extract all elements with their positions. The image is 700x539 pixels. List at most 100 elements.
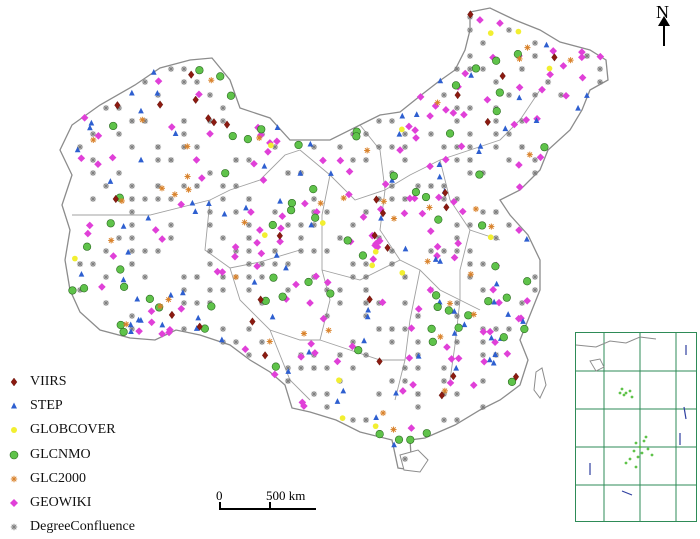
sample-point-diamond-pink <box>460 110 468 119</box>
sample-point-asterisk-gray <box>89 156 97 164</box>
sample-point-diamond-pink <box>546 70 554 79</box>
sample-point-diamond-pink <box>259 176 268 184</box>
sample-point-diamond-pink <box>231 252 239 261</box>
sample-point-asterisk-gray <box>102 273 110 281</box>
sample-point-circle <box>195 66 204 75</box>
sample-point-asterisk-gray <box>193 143 201 151</box>
sample-point-triangle <box>297 170 304 176</box>
sample-point-asterisk-gray <box>284 260 292 268</box>
sample-point-asterisk-gray <box>557 91 565 99</box>
sample-point-circle-small <box>487 30 494 36</box>
sample-point-diamond-pink <box>298 398 307 407</box>
sample-point-diamond-pink <box>307 339 315 348</box>
sample-point-circle-small <box>399 126 405 133</box>
sample-point-diamond-pink <box>450 253 459 262</box>
sample-point-triangle <box>283 264 289 271</box>
sample-point-triangle <box>138 156 144 163</box>
sample-point-diamond-pink <box>345 167 354 176</box>
sample-point-triangle <box>273 252 280 258</box>
scale-tick-mid <box>269 502 271 510</box>
sample-point-triangle <box>193 325 200 331</box>
sample-point-asterisk-gray <box>414 364 422 372</box>
sample-point-asterisk-gray <box>245 325 253 333</box>
sample-point-asterisk-gray <box>258 260 266 268</box>
sample-point-asterisk-gray <box>310 195 318 203</box>
sample-point-asterisk-gray <box>453 117 461 125</box>
south-china-sea-inset <box>575 332 697 522</box>
sample-point-asterisk-gray <box>427 182 435 190</box>
sample-point-asterisk <box>364 147 371 154</box>
sample-point-diamond-pink <box>257 249 266 258</box>
sample-point-diamond-pink <box>381 180 390 188</box>
sample-point-diamond-pink <box>277 224 285 233</box>
sample-point-asterisk-gray <box>76 260 84 268</box>
sample-point-asterisk-gray <box>479 338 487 346</box>
sample-point-triangle <box>436 173 443 180</box>
sample-point-triangle <box>138 107 144 114</box>
sample-point-asterisk-gray <box>89 260 97 268</box>
sample-point-asterisk <box>390 215 398 222</box>
china-boundary <box>59 7 609 471</box>
sample-point-asterisk-gray <box>531 39 539 47</box>
sample-point-asterisk <box>470 311 477 318</box>
sample-point-asterisk-gray <box>167 195 175 203</box>
sample-point-asterisk <box>90 136 97 144</box>
taiwan-island <box>533 367 547 399</box>
sample-point-diamond-pink <box>426 227 435 235</box>
sample-point-triangle <box>361 337 367 344</box>
sample-point-asterisk-gray <box>479 39 487 47</box>
sample-point-asterisk-gray <box>466 247 474 255</box>
sample-point-asterisk-gray <box>258 338 266 346</box>
sample-point-diamond-pink <box>256 226 264 234</box>
sample-point-circle <box>394 435 404 444</box>
sample-point-diamond <box>114 101 121 110</box>
sample-point-asterisk-gray <box>271 260 279 268</box>
sample-point-triangle <box>436 161 443 167</box>
sample-point-diamond-pink <box>442 106 450 114</box>
sample-point-asterisk-gray <box>362 286 370 294</box>
sample-point-triangle <box>399 112 406 119</box>
sample-point-asterisk-gray <box>180 117 188 125</box>
sample-point-diamond-pink <box>147 318 156 327</box>
sample-point-diamond-pink <box>447 355 456 363</box>
sample-point-triangle <box>125 248 132 255</box>
sample-point-asterisk-gray <box>310 364 318 372</box>
sample-point-asterisk-gray <box>323 364 331 372</box>
sample-point-circle-small <box>261 232 268 238</box>
sample-point-diamond-pink <box>449 109 458 117</box>
sample-point-triangle <box>340 387 347 394</box>
sample-point-diamond-pink <box>84 229 92 238</box>
sample-point-diamond-pink <box>247 208 255 216</box>
north-arrow-head <box>658 16 670 26</box>
sample-point-triangle <box>468 72 474 78</box>
sample-point-asterisk-gray <box>531 169 539 177</box>
sample-point-diamond <box>450 372 457 381</box>
sample-point-triangle <box>172 130 179 136</box>
sample-point-diamond-pink <box>276 237 284 246</box>
sample-point-asterisk-gray <box>453 416 461 424</box>
sample-point-diamond-pink <box>257 131 265 139</box>
sample-point-asterisk-gray <box>297 221 305 229</box>
sample-point-asterisk <box>171 191 178 198</box>
sample-point-asterisk <box>380 409 387 417</box>
sample-point-diamond-pink <box>414 305 423 313</box>
sample-point-asterisk-gray <box>388 377 396 385</box>
sample-point-asterisk-gray <box>531 52 539 60</box>
sample-point-circle <box>502 293 511 302</box>
sample-point-circle <box>352 132 361 141</box>
sample-point-asterisk-gray <box>206 91 214 99</box>
sample-point-circle <box>445 129 455 138</box>
sample-point-asterisk-gray <box>427 247 435 255</box>
sample-point-diamond-pink <box>375 237 384 245</box>
sample-point-diamond-pink <box>489 285 497 294</box>
sample-point-circle <box>109 121 118 131</box>
sample-point-asterisk <box>424 258 431 265</box>
sample-point-asterisk <box>526 151 533 158</box>
sample-point-diamond <box>512 372 520 381</box>
sample-point-triangle <box>308 221 315 228</box>
sample-point-triangle <box>575 104 581 111</box>
sample-point-asterisk-gray <box>219 182 227 190</box>
sample-point-diamond <box>192 95 199 104</box>
sample-point-asterisk-gray <box>128 195 136 203</box>
sample-point-asterisk <box>184 143 191 150</box>
